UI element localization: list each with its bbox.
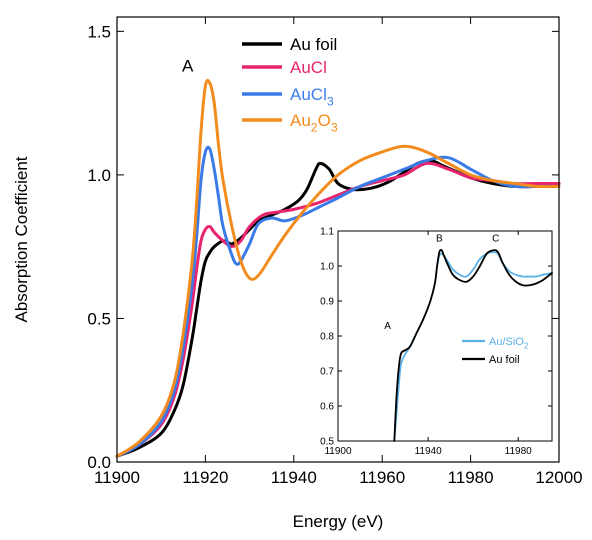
main-x-tick-label: 11920 bbox=[182, 468, 228, 487]
main-x-tick-label: 11900 bbox=[94, 468, 140, 487]
main-y-tick-label: 1.5 bbox=[87, 22, 111, 41]
inset-peak-label: B bbox=[436, 234, 443, 245]
main-x-tick-label: 11960 bbox=[359, 468, 405, 487]
inset-y-tick-label: 1.1 bbox=[320, 227, 334, 238]
main-x-tick-label: 11980 bbox=[448, 468, 494, 487]
main-x-tick-label: 12000 bbox=[535, 468, 582, 487]
main-plot: 11900 11920 11940 11960 11980 120000.00.51.01… bbox=[12, 16, 583, 531]
main-axes-frame bbox=[116, 16, 560, 463]
main-series-line-3 bbox=[115, 78, 561, 458]
main-y-tick-label: 1.0 bbox=[87, 166, 111, 185]
main-peak-label: A bbox=[182, 57, 194, 76]
inset-y-tick-label: 0.8 bbox=[320, 332, 334, 343]
inset-x-tick-label: 11980 bbox=[505, 446, 533, 457]
main-legend-label: AuCl3 bbox=[290, 85, 334, 109]
main-x-axis-title: Energy (eV) bbox=[293, 512, 384, 531]
main-series-line-1 bbox=[115, 161, 561, 458]
inset-y-tick-label: 1.0 bbox=[320, 262, 334, 273]
inset-y-tick-label: 0.7 bbox=[320, 367, 334, 378]
main-y-tick-label: 0.5 bbox=[87, 309, 111, 328]
main-legend-label: Au foil bbox=[290, 35, 337, 54]
inset-peak-label: A bbox=[384, 321, 391, 332]
inset-y-tick-label: 0.9 bbox=[320, 297, 334, 308]
inset-x-tick-label: 11900 bbox=[324, 446, 352, 457]
inset-legend-label: Au/SiO2 bbox=[489, 336, 528, 351]
main-legend-label: Au2O3 bbox=[290, 111, 338, 135]
inset-x-tick-label: 11940 bbox=[415, 446, 443, 457]
inset-legend-label: Au foil bbox=[489, 354, 520, 366]
inset-peak-label: C bbox=[492, 234, 499, 245]
main-y-axis-title: Absorption Coefficient bbox=[12, 156, 31, 322]
inset-background bbox=[338, 231, 552, 441]
inset-y-tick-label: 0.6 bbox=[320, 402, 334, 413]
main-legend-label: AuCl bbox=[290, 58, 327, 77]
inset-plot: 11900 11940 11980 0.5 0.6 0.7 0.8 0.9 1.0 1.1 A B C A… bbox=[320, 227, 553, 457]
main-y-tick-label: 0.0 bbox=[87, 453, 111, 472]
main-series-line-2 bbox=[115, 145, 561, 458]
inset-series-line-1 bbox=[393, 248, 553, 442]
inset-y-tick-label: 0.5 bbox=[320, 437, 334, 448]
main-x-tick-label: 11940 bbox=[271, 468, 317, 487]
